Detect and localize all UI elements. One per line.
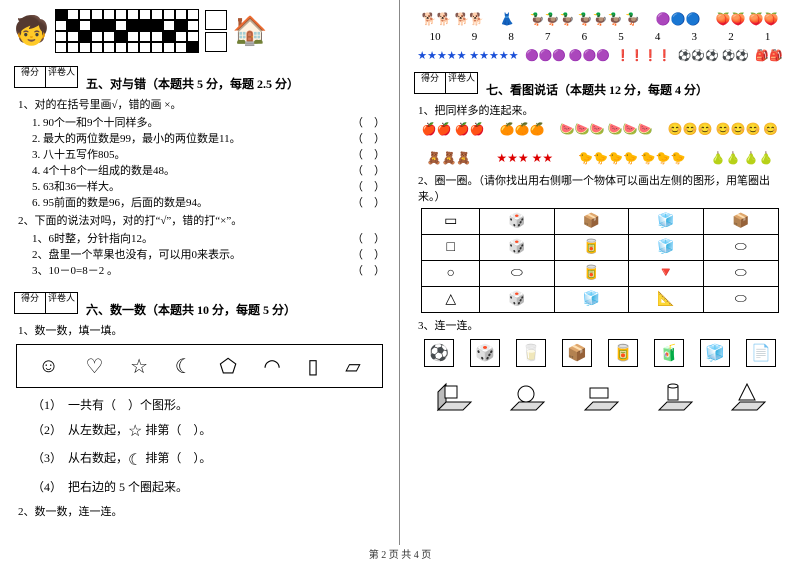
dots-icon: 🟣🟣🟣 🟣🟣🟣 [525, 49, 610, 62]
soccer-icon: ⚽⚽⚽ ⚽⚽ [678, 49, 749, 62]
shape-arch: ◠ [263, 354, 280, 379]
q6-1-2: （2） 从左数起，☆ 排第（ ）。 [32, 421, 385, 441]
q5-2: 2、下面的说法对吗，对的打“√”，错的打“×”。 [18, 212, 385, 228]
q5-2-3: 3、10－0=8－2 。 [32, 262, 118, 278]
score-box-7: 得分 评卷人 [414, 72, 478, 94]
shape-smile: ☺ [38, 355, 58, 378]
q7-3: 3、连一连。 [418, 317, 786, 333]
maze-illustration: 🧒 🏠 [14, 8, 385, 54]
answer-squares [205, 8, 227, 54]
ducks-icon: 🦆🦆🦆 🦆🦆🦆 🦆 [530, 12, 641, 27]
top-icon-row: 🐕🐕 🐕🐕 👗 🦆🦆🦆 🦆🦆🦆 🦆 🟣🔵🔵 🍑🍑 🍑🍑 [414, 12, 786, 27]
page-footer: 第 2 页 共 4 页 [0, 546, 800, 561]
q5-2-2: 2、盘里一个苹果也没有，可以用0来表示。 [32, 246, 241, 262]
solid-cone [722, 377, 772, 417]
section-5-title: 五、对与错（本题共 5 分，每题 2.5 分） [86, 75, 299, 92]
obj-cup: 🥛 [516, 339, 546, 367]
solid-cuboid [575, 377, 625, 417]
obj-box: 📦 [562, 339, 592, 367]
q6-2: 2、数一数，连一连。 [18, 503, 385, 519]
melons-icon: 🍉🍉🍉 🍉🍉🍉 [560, 122, 653, 137]
obj-paper: 📄 [746, 339, 776, 367]
obj-dice: 🎲 [470, 339, 500, 367]
left-column: 🧒 🏠 得分 评卷人 五、对与错（本题共 5 分，每题 2.5 分） 1、对的在… [0, 0, 400, 545]
q6-1-1: （1） 一共有（ ）个图形。 [32, 396, 385, 413]
number-row: 10987654321 [414, 31, 786, 43]
score-cell: 得分 [14, 66, 46, 88]
peaches-icon: 🍑🍑 🍑🍑 [716, 12, 779, 27]
obj-ball: ⚽ [424, 339, 454, 367]
apples-icon: 🍎🍎 🍎🍎 [422, 122, 485, 137]
solid-cube [428, 377, 478, 417]
solid-cylinder [649, 377, 699, 417]
q7-2: 2、圈一圈。（请你找出用右侧哪一个物体可以画出左侧的图形，用笔圈出来。） [418, 172, 786, 204]
bag-icon: 🎒🎒 [755, 49, 782, 62]
q6-1: 1、数一数，填一填。 [18, 322, 385, 338]
pears-icon: 🍐🍐 🍐🍐 [711, 151, 774, 166]
q5-1-1: 1. 90个一和9个十同样多。 [32, 114, 159, 130]
shape-cylinder: ▯ [308, 354, 319, 379]
shape-match-table: ▭🎲📦🧊📦 □🎲🥫🧊⬭ ○⬭🥫🔻⬭ △🎲🧊📐⬭ [421, 208, 778, 313]
exclaim-icon: ❗❗❗❗ [616, 49, 671, 62]
smiles-icon: 😊😊😊 😊😊😊 😊 [668, 122, 779, 137]
section-6-title: 六、数一数（本题共 10 分，每题 5 分） [86, 301, 296, 318]
q6-1-3: （3） 从右数起，☾ 排第（ ）。 [32, 449, 385, 469]
obj-cube: 🧊 [700, 339, 730, 367]
q5-1-2: 2. 最大的两位数是99，最小的两位数是11。 [32, 130, 241, 146]
house-icon: 🏠 [233, 14, 268, 48]
redstars-icon: ★★★ ★★ [496, 151, 553, 166]
q7-1-row2: 🧸🧸🧸 ★★★ ★★ 🐤🐤🐤🐤 🐤🐤🐤 🍐🍐 🍐🍐 [414, 151, 786, 166]
dogs-icon: 🐕🐕 🐕🐕 [422, 12, 485, 27]
score-box-6: 得分 评卷人 [14, 292, 78, 314]
q5-1-5: 5. 63和36一样大。 [32, 178, 120, 194]
solid-sphere [501, 377, 551, 417]
q5-1: 1、对的在括号里画√，错的画 ×。 [18, 96, 385, 112]
q7-1-row1: 🍎🍎 🍎🍎 🍊🍊🍊 🍉🍉🍉 🍉🍉🍉 😊😊😊 😊😊😊 😊 [414, 122, 786, 137]
maze-grid [55, 9, 199, 53]
shape-moon: ☾ [175, 354, 193, 379]
shape-heart: ♡ [85, 354, 103, 379]
obj-can: 🥫 [608, 339, 638, 367]
dress-icon: 👗 [500, 12, 515, 27]
shape-star: ☆ [130, 354, 148, 379]
shape-row: ☺ ♡ ☆ ☾ ⬠ ◠ ▯ ▱ [16, 344, 383, 388]
q7-3-solids [416, 377, 784, 417]
q5-1-6: 6. 95前面的数是96，后面的数是94。 [32, 194, 208, 210]
balls-icon: 🟣🔵🔵 [656, 12, 701, 27]
q5-1-3: 3. 八十五写作805。 [32, 146, 126, 162]
child-icon: 🧒 [14, 14, 49, 48]
score-box-5: 得分 评卷人 [14, 66, 78, 88]
grader-cell: 评卷人 [46, 66, 78, 88]
mid-icon-row: ★★★★★ ★★★★★ 🟣🟣🟣 🟣🟣🟣 ❗❗❗❗ ⚽⚽⚽ ⚽⚽ 🎒🎒 [414, 49, 786, 62]
obj-juice: 🧃 [654, 339, 684, 367]
right-column: 🐕🐕 🐕🐕 👗 🦆🦆🦆 🦆🦆🦆 🦆 🟣🔵🔵 🍑🍑 🍑🍑 10987654321 … [400, 0, 800, 545]
shape-trapezoid: ▱ [345, 354, 360, 379]
q6-1-4: （4） 把右边的 5 个圈起来。 [32, 478, 385, 495]
shape-pentagon: ⬠ [219, 354, 236, 379]
q5-2-1: 1、6时整，分针指向12。 [32, 230, 153, 246]
chicks-icon: 🐤🐤🐤🐤 🐤🐤🐤 [578, 151, 686, 166]
section-7-title: 七、看图说话（本题共 12 分，每题 4 分） [486, 81, 708, 98]
bears-icon: 🧸🧸🧸 [427, 151, 472, 166]
q7-1: 1、把同样多的连起来。 [418, 102, 786, 118]
stars-icon: ★★★★★ ★★★★★ [417, 49, 518, 62]
q5-1-4: 4. 4个十8个一组成的数是48。 [32, 162, 175, 178]
q7-3-objects: ⚽ 🎲 🥛 📦 🥫 🧃 🧊 📄 [416, 339, 784, 367]
oranges-icon: 🍊🍊🍊 [500, 122, 545, 137]
